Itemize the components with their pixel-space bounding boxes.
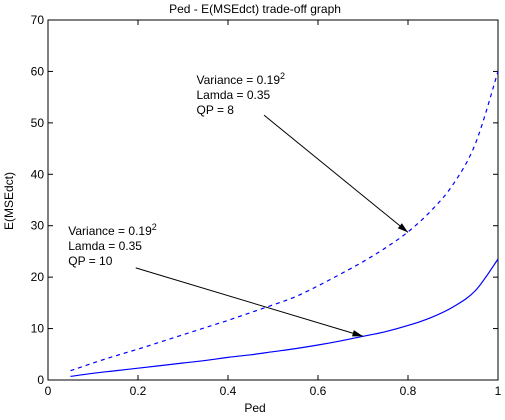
y-tick-label: 60 [31,64,45,78]
y-axis-label: E(MSEdct) [2,172,16,230]
plot-series [70,71,499,377]
x-tick-label: 0 [45,384,52,398]
x-tick-label: 1 [495,384,502,398]
x-tick-label: 0.2 [130,384,147,398]
annotation-text-line: QP = 8 [197,103,235,117]
annotation-superscript: 2 [280,71,285,81]
y-tick-label: 40 [31,167,45,181]
annotation-text-line: QP = 10 [68,254,112,268]
x-tick-label: 0.8 [400,384,417,398]
chart-title: Ped - E(MSEdct) trade-off graph [169,2,341,16]
annotation-superscript: 2 [152,222,157,232]
annotation-text-line: Variance = 0.192 [68,222,157,238]
annotation-arrowhead [397,223,408,233]
annotation-text-line: Lamda = 0.35 [197,88,271,102]
y-tick-label: 20 [31,270,45,284]
plot-frame [47,19,499,381]
x-axis-label: Ped [244,401,265,415]
x-tick-label: 0.6 [310,384,327,398]
x-tick-label: 0.4 [220,384,237,398]
annotation-arrowhead [352,330,363,337]
y-tick-label: 70 [31,13,45,27]
annotation-arrow-line [135,267,364,337]
y-tick-label: 30 [31,219,45,233]
annotation-arrow-line [263,114,409,233]
series-line-2-solid [70,258,499,377]
y-tick-label: 50 [31,116,45,130]
annotation-text-line: Lamda = 0.35 [68,239,142,253]
annotation-text-line: Variance = 0.192 [197,71,286,87]
y-tick-label: 10 [31,322,45,336]
series-line-1-dashed [70,71,499,372]
y-tick-label: 0 [37,373,44,387]
